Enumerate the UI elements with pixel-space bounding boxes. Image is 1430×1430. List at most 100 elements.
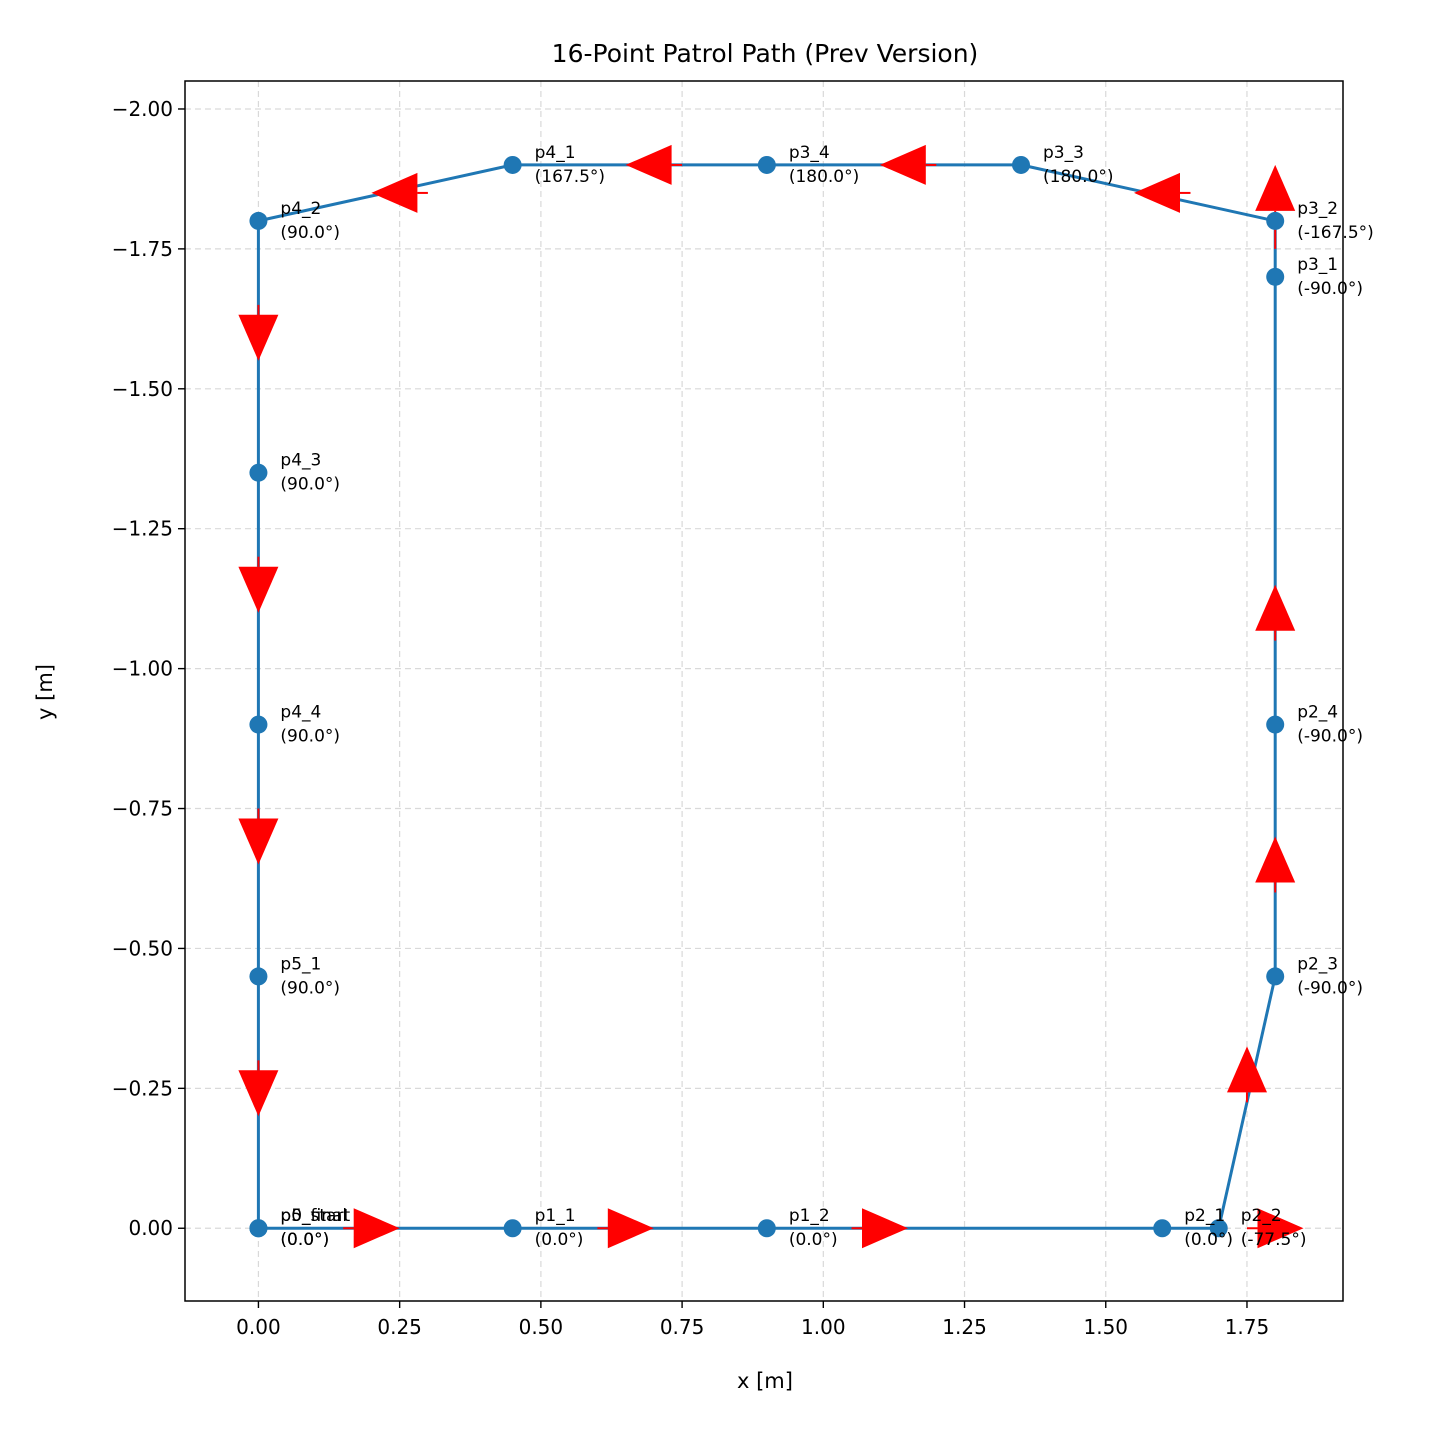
waypoint-name-label: p2_1 xyxy=(1184,1206,1225,1226)
waypoint-angle-label: (-167.5°) xyxy=(1297,223,1374,243)
heading-arrow xyxy=(1227,1046,1267,1103)
waypoint-name-label: p4_1 xyxy=(535,143,576,163)
waypoint-angle-label: (180.0°) xyxy=(1043,167,1113,187)
heading-arrow xyxy=(879,144,937,185)
y-tick-label: −0.50 xyxy=(112,936,173,960)
heading-arrow-head xyxy=(238,314,279,361)
point-layer xyxy=(249,155,1285,1238)
y-tick-label: −2.00 xyxy=(112,97,173,121)
heading-arrow-head xyxy=(1227,1046,1267,1093)
waypoint-angle-label: (0.0°) xyxy=(280,1230,329,1250)
waypoint-marker xyxy=(1266,211,1285,230)
heading-arrow xyxy=(851,1208,908,1249)
waypoint-name-label: p2_4 xyxy=(1297,703,1338,723)
heading-arrow xyxy=(238,556,279,613)
waypoint-name-label: p3_1 xyxy=(1297,255,1338,275)
waypoint-angle-label: (0.0°) xyxy=(789,1230,838,1250)
waypoint-marker xyxy=(249,211,268,230)
waypoint-angle-label: (180.0°) xyxy=(789,167,859,187)
waypoint-marker xyxy=(1266,715,1285,734)
x-axis-label: x [m] xyxy=(737,1369,793,1393)
heading-arrow-head xyxy=(1257,1208,1304,1249)
waypoint-angle-label: (0.0°) xyxy=(1184,1230,1233,1250)
waypoint-name-label: p5_final xyxy=(280,1206,347,1226)
heading-arrow-head xyxy=(1134,172,1180,213)
heading-arrow xyxy=(343,1208,400,1249)
grid-layer xyxy=(185,81,1343,1301)
waypoint-name-label: p4_4 xyxy=(280,703,321,723)
heading-arrow-head xyxy=(1255,836,1296,883)
y-tick-label: −0.75 xyxy=(112,797,173,821)
waypoint-name-label: p4_2 xyxy=(280,199,321,219)
waypoint-marker xyxy=(249,1219,268,1238)
heading-arrow xyxy=(1246,1208,1304,1249)
waypoint-name-label: p5_1 xyxy=(280,954,321,974)
arrow-layer xyxy=(238,144,1304,1249)
waypoint-name-label: p2_3 xyxy=(1297,954,1338,974)
y-axis-label: y [m] xyxy=(33,664,57,720)
y-tick-label: −1.50 xyxy=(112,377,173,401)
waypoint-name-label: p3_2 xyxy=(1297,199,1338,219)
heading-arrow xyxy=(238,808,279,865)
y-tick-label: −1.75 xyxy=(112,237,173,261)
waypoint-name-label: p3_4 xyxy=(789,143,830,163)
waypoint-name-label: p4_3 xyxy=(280,451,321,471)
label-layer: p0_start (0.0°) p1_1 (0.0°) p1_2 (0.0°) p2_1 (0… xyxy=(280,143,1373,1250)
y-tick-label: −1.25 xyxy=(112,517,173,541)
waypoint-marker xyxy=(249,967,268,986)
x-tick-label: 1.75 xyxy=(1225,1315,1270,1339)
waypoint-angle-label: (0.0°) xyxy=(535,1230,584,1250)
x-tick-label: 1.25 xyxy=(942,1315,987,1339)
y-tick-label: −1.00 xyxy=(112,657,173,681)
waypoint-angle-label: (-90.0°) xyxy=(1297,279,1363,299)
waypoint-name-label: p0_start xyxy=(280,1206,350,1226)
waypoint-angle-label: (90.0°) xyxy=(280,978,340,998)
waypoint-marker xyxy=(1266,967,1285,986)
heading-arrow xyxy=(625,144,683,185)
waypoint-angle-label: (90.0°) xyxy=(280,223,340,243)
waypoint-angle-label: (-90.0°) xyxy=(1297,727,1363,747)
waypoint-name-label: p2_2 xyxy=(1241,1206,1282,1226)
heading-arrow-head xyxy=(862,1208,908,1249)
waypoint-angle-label: (167.5°) xyxy=(535,167,605,187)
waypoint-marker xyxy=(757,1219,776,1238)
waypoint-angle-label: (0.0°) xyxy=(280,1230,329,1250)
waypoint-angle-label: (90.0°) xyxy=(280,475,340,495)
waypoint-name-label: p1_2 xyxy=(789,1206,830,1226)
heading-arrow xyxy=(1134,172,1191,213)
waypoint-marker xyxy=(1209,1219,1228,1238)
x-tick-label: 0.75 xyxy=(660,1315,705,1339)
waypoint-marker xyxy=(1266,267,1285,286)
heading-arrow-head xyxy=(607,1208,654,1249)
waypoint-marker xyxy=(503,1219,522,1238)
heading-arrow-head xyxy=(238,1070,279,1117)
waypoint-name-label: p1_1 xyxy=(535,1206,576,1226)
heading-arrow-head xyxy=(238,818,279,865)
heading-arrow xyxy=(371,172,428,213)
heading-arrow xyxy=(1255,584,1296,641)
heading-arrow-head xyxy=(1255,584,1296,631)
x-tick-label: 0.00 xyxy=(236,1315,281,1339)
plot-frame xyxy=(184,80,1344,1302)
heading-arrow xyxy=(238,304,279,361)
heading-arrow-head xyxy=(879,144,926,185)
waypoint-marker xyxy=(1012,155,1031,174)
chart-title: 16-Point Patrol Path (Prev Version) xyxy=(552,39,979,68)
waypoint-name-label: p3_3 xyxy=(1043,143,1084,163)
heading-arrow-head xyxy=(1255,164,1296,211)
x-tick-label: 0.25 xyxy=(377,1315,422,1339)
heading-arrow-head xyxy=(353,1208,400,1249)
tick-layer: 0.00 0.25 0.50 0.75 1.00 1.25 1.50 1.75 0.00 −0.2… xyxy=(112,97,1270,1339)
x-tick-label: 1.00 xyxy=(801,1315,846,1339)
x-tick-label: 1.50 xyxy=(1083,1315,1128,1339)
waypoint-marker xyxy=(249,715,268,734)
heading-arrow-head xyxy=(625,144,672,185)
heading-arrow xyxy=(1255,836,1296,893)
heading-arrow-head xyxy=(371,172,418,213)
x-tick-label: 0.50 xyxy=(519,1315,564,1339)
waypoint-marker xyxy=(249,463,268,482)
waypoint-angle-label: (90.0°) xyxy=(280,727,340,747)
heading-arrow-head xyxy=(238,566,279,613)
